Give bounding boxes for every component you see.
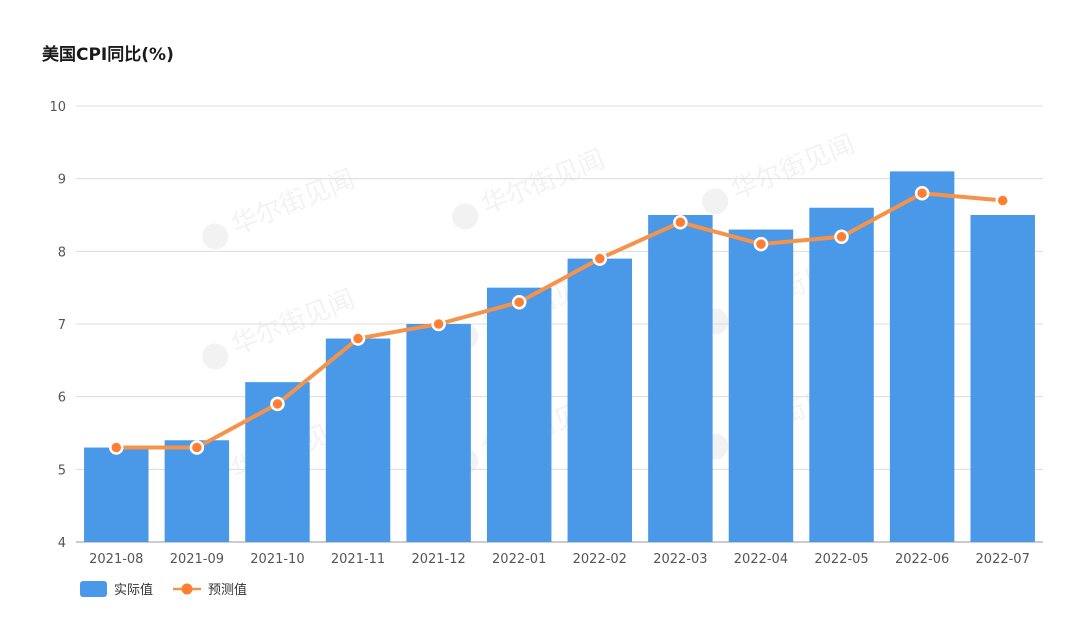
bar <box>164 440 230 542</box>
watermark: 华尔街见闻 <box>702 129 859 215</box>
x-tick-label: 2021-09 <box>170 552 224 567</box>
legend-bar-swatch-icon <box>80 581 107 597</box>
forecast-point <box>109 440 124 455</box>
watermark-logo-icon <box>702 188 729 215</box>
y-axis-ticks: 4 5 6 7 8 9 10 <box>49 100 66 551</box>
forecast-point <box>753 236 769 252</box>
forecast-point <box>592 251 608 266</box>
gridlines <box>76 105 1043 543</box>
forecast-point <box>189 440 205 455</box>
legend-label-actual: 实际值 <box>114 582 153 598</box>
forecast-point <box>673 215 688 230</box>
forecast-point <box>914 185 930 201</box>
watermark-logo-icon <box>452 203 479 230</box>
watermark: 华尔街见闻 <box>202 164 359 250</box>
forecast-point <box>350 331 366 346</box>
y-tick-label: 8 <box>58 245 66 260</box>
watermark-text: 华尔街见闻 <box>477 144 609 221</box>
forecast-point <box>270 396 285 412</box>
y-tick-label: 10 <box>49 100 66 115</box>
x-tick-label: 2022-03 <box>653 552 707 567</box>
y-tick-label: 7 <box>58 318 66 333</box>
legend-marker-icon <box>181 583 193 595</box>
x-tick-label: 2022-07 <box>976 552 1030 567</box>
bar <box>406 324 471 542</box>
bar <box>84 447 149 542</box>
x-tick-label: 2022-01 <box>492 552 546 567</box>
watermark: 华尔街见闻 <box>452 144 609 230</box>
forecast-point <box>995 193 1010 208</box>
x-tick-label: 2022-05 <box>814 552 868 567</box>
x-tick-label: 2021-08 <box>89 552 143 567</box>
forecast-line <box>109 185 1010 455</box>
y-tick-label: 4 <box>58 536 66 551</box>
legend-label-forecast: 预测值 <box>208 582 247 598</box>
bar <box>486 287 552 542</box>
x-axis: 2021-08 2021-09 2021-10 2021-11 2021-12 2022-… <box>89 552 1030 567</box>
forecast-point <box>834 229 849 245</box>
bars <box>84 171 1035 543</box>
y-tick-label: 9 <box>58 173 66 188</box>
watermark-logo-icon <box>202 223 229 250</box>
x-tick-label: 2021-11 <box>331 552 385 567</box>
forecast-series-line <box>116 191 1003 450</box>
forecast-point <box>511 294 527 310</box>
x-tick-label: 2022-06 <box>895 552 949 567</box>
watermark-text: 华尔街见闻 <box>727 129 859 206</box>
chart-title: 美国CPI同比(%) <box>42 45 174 65</box>
forecast-point <box>431 316 446 332</box>
bar <box>970 215 1035 542</box>
legend[interactable]: 实际值 预测值 <box>80 581 247 598</box>
bar <box>809 207 874 542</box>
x-tick-label: 2021-12 <box>411 552 465 567</box>
watermark-text: 华尔街见闻 <box>227 164 359 241</box>
bar <box>648 215 713 542</box>
x-tick-label: 2022-02 <box>573 552 627 567</box>
x-tick-label: 2021-10 <box>250 552 304 567</box>
x-tick-label: 2022-04 <box>734 552 788 567</box>
y-tick-label: 6 <box>58 391 66 406</box>
watermark-logo-icon <box>202 343 229 370</box>
bar <box>889 171 955 542</box>
y-tick-label: 5 <box>58 463 66 478</box>
bar <box>567 258 633 542</box>
bar <box>728 229 794 543</box>
bar <box>325 338 391 542</box>
